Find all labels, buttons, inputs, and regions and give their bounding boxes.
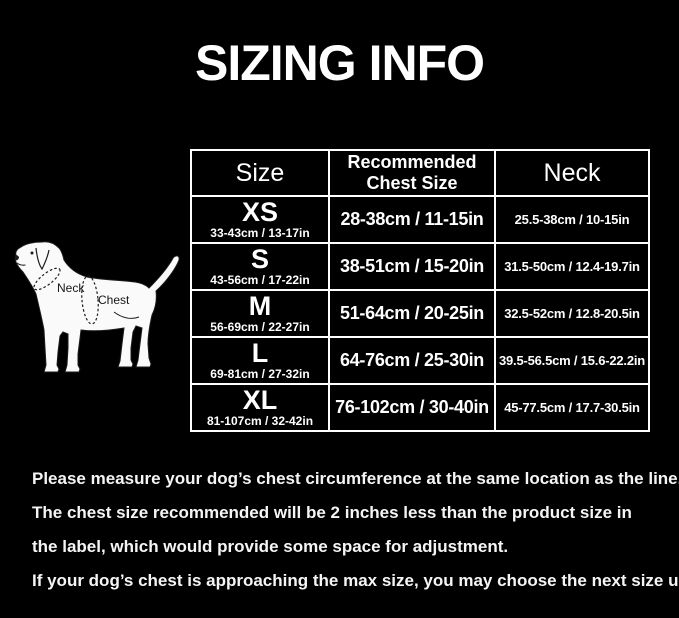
size-cell: M 56-69cm / 22-27in	[190, 289, 330, 338]
table-row-m: M 56-69cm / 22-27in 51-64cm / 20-25in 32…	[190, 289, 650, 338]
note-line-1: Please measure your dog’s chest circumfe…	[32, 469, 679, 488]
chest-label: Chest	[98, 293, 130, 307]
size-cell: L 69-81cm / 27-32in	[190, 336, 330, 385]
dog-illustration: Neck Chest	[14, 241, 180, 373]
neck-label: Neck	[57, 281, 85, 295]
neck-cell: 39.5-56.5cm / 15.6-22.2in	[494, 336, 650, 385]
size-cell: XS 33-43cm / 13-17in	[190, 195, 330, 244]
header-size: Size	[190, 149, 330, 197]
chest-cell: 38-51cm / 15-20in	[328, 242, 496, 291]
dog-measurement-diagram: Neck Chest	[0, 238, 190, 378]
note-line-2: The chest size recommended will be 2 inc…	[32, 503, 632, 522]
table-row-xs: XS 33-43cm / 13-17in 28-38cm / 11-15in 2…	[190, 195, 650, 244]
dog-silhouette	[14, 241, 180, 373]
table-row-xl: XL 81-107cm / 32-42in 76-102cm / 30-40in…	[190, 383, 650, 432]
neck-cell: 32.5-52cm / 12.8-20.5in	[494, 289, 650, 338]
header-neck: Neck	[494, 149, 650, 197]
header-chest: Recommended Chest Size	[328, 149, 496, 197]
neck-measure-line	[33, 267, 61, 291]
chest-measure-line	[81, 275, 99, 325]
table-row-l: L 69-81cm / 27-32in 64-76cm / 25-30in 39…	[190, 336, 650, 385]
chest-cell: 28-38cm / 11-15in	[328, 195, 496, 244]
dog-nose	[14, 254, 19, 261]
size-cell: S 43-56cm / 17-22in	[190, 242, 330, 291]
table-row-s: S 43-56cm / 17-22in 38-51cm / 15-20in 31…	[190, 242, 650, 291]
size-cell: XL 81-107cm / 32-42in	[190, 383, 330, 432]
neck-cell: 31.5-50cm / 12.4-19.7in	[494, 242, 650, 291]
sizing-table: Size Recommended Chest Size Neck XS 33-4…	[190, 149, 650, 432]
chest-cell: 51-64cm / 20-25in	[328, 289, 496, 338]
note-line-3: the label, which would provide some spac…	[32, 537, 509, 556]
neck-cell: 25.5-38cm / 10-15in	[494, 195, 650, 244]
note-line-4: If your dog’s chest is approaching the m…	[32, 571, 679, 590]
page-title: SIZING INFO	[195, 35, 485, 91]
neck-cell: 45-77.5cm / 17.7-30.5in	[494, 383, 650, 432]
chest-cell: 64-76cm / 25-30in	[328, 336, 496, 385]
dog-eye	[30, 251, 34, 255]
chest-cell: 76-102cm / 30-40in	[328, 383, 496, 432]
dog-ear-line	[35, 247, 50, 271]
table-header-row: Size Recommended Chest Size Neck	[190, 149, 650, 197]
dog-mouth-line	[16, 262, 26, 266]
measurement-notes: Please measure your dog’s chest circumfe…	[32, 462, 679, 598]
dog-thigh-line	[113, 311, 140, 319]
